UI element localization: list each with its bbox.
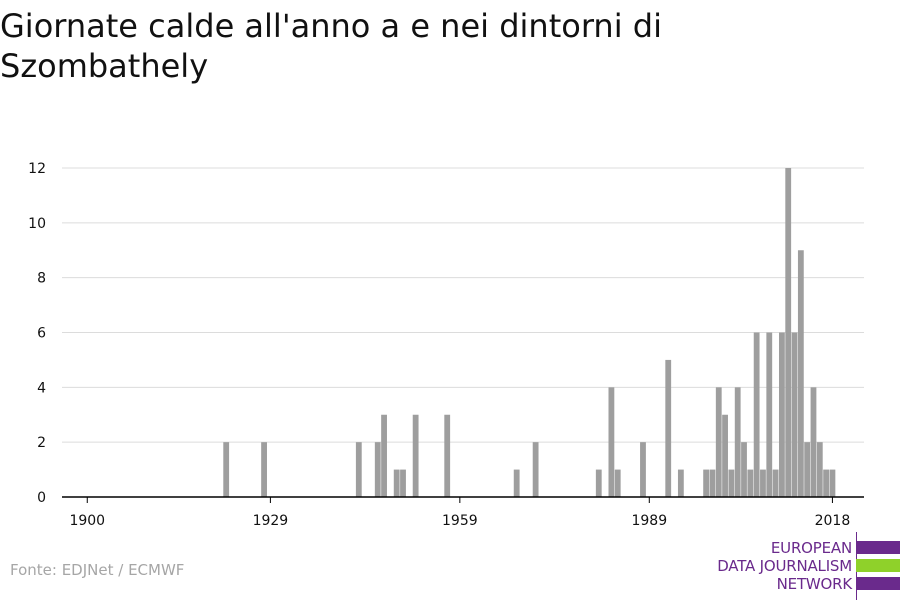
bar-2003 bbox=[734, 387, 741, 497]
bar-1968 bbox=[513, 469, 520, 497]
chart-title: Giornate calde all'anno a e nei dintorni… bbox=[0, 7, 662, 85]
bar-1957 bbox=[444, 414, 451, 497]
bar-2004 bbox=[741, 442, 747, 497]
bar-2015 bbox=[810, 387, 817, 497]
bar-2016 bbox=[816, 442, 823, 497]
bar-2001 bbox=[722, 414, 728, 497]
source-note: Fonte: EDJNet / ECMWF bbox=[10, 561, 185, 579]
bar-1947 bbox=[381, 414, 387, 497]
bar-2017 bbox=[823, 469, 830, 497]
bar-1983 bbox=[608, 387, 615, 497]
edjnet-logo: EUROPEAN DATA JOURNALISM NETWORK bbox=[700, 532, 900, 600]
bar-2000 bbox=[715, 387, 722, 497]
logo-bar-purple-top bbox=[856, 541, 900, 554]
bar-2013 bbox=[797, 250, 804, 497]
bar-1949 bbox=[393, 469, 400, 497]
y-tick-label-6: 6 bbox=[37, 326, 46, 342]
bar-2010 bbox=[779, 332, 785, 497]
y-tick-label-10: 10 bbox=[28, 216, 46, 232]
bar-2012 bbox=[791, 332, 798, 497]
bar-2009 bbox=[772, 469, 779, 497]
y-tick-label-2: 2 bbox=[37, 435, 46, 451]
y-tick-label-0: 0 bbox=[37, 490, 46, 506]
x-tick-label-1959: 1959 bbox=[442, 513, 478, 529]
bar-2002 bbox=[728, 469, 735, 497]
bar-2008 bbox=[766, 332, 773, 497]
axes: 0 2 4 6 8 10 12 1900 1929 1959 1989 2018 bbox=[28, 161, 864, 529]
x-tick-label-1989: 1989 bbox=[631, 513, 667, 529]
bar-1992 bbox=[665, 359, 672, 497]
bar-1981 bbox=[595, 469, 602, 497]
logo-line-3: NETWORK bbox=[776, 575, 853, 593]
y-tick-label-8: 8 bbox=[37, 271, 46, 287]
x-tick-label-2018: 2018 bbox=[815, 513, 851, 529]
bar-2006 bbox=[753, 332, 760, 497]
bar-1943 bbox=[355, 442, 362, 497]
bar-2018 bbox=[829, 469, 836, 497]
bar-1994 bbox=[677, 469, 684, 497]
x-tick-label-1929: 1929 bbox=[253, 513, 289, 529]
bar-1922 bbox=[223, 442, 230, 497]
bar-1984 bbox=[614, 469, 621, 497]
bar-2011 bbox=[785, 168, 792, 497]
bar-1999 bbox=[709, 469, 716, 497]
gridlines bbox=[62, 167, 864, 443]
bar-2014 bbox=[804, 442, 811, 497]
bar-1998 bbox=[703, 469, 710, 497]
logo-line-2: DATA JOURNALISM bbox=[717, 557, 852, 575]
bar-1971 bbox=[532, 442, 539, 497]
y-tick-label-4: 4 bbox=[37, 380, 46, 396]
logo-bar-green bbox=[856, 559, 900, 572]
bar-1950 bbox=[400, 469, 406, 497]
y-tick-label-12: 12 bbox=[28, 161, 46, 177]
bar-2007 bbox=[760, 469, 766, 497]
bar-1952 bbox=[412, 414, 419, 497]
bar-1928 bbox=[261, 442, 267, 497]
logo-line-1: EUROPEAN bbox=[770, 539, 852, 557]
x-tick-label-1900: 1900 bbox=[69, 513, 105, 529]
logo-bar-purple-bottom bbox=[856, 577, 900, 590]
bar-2005 bbox=[747, 469, 754, 497]
bars bbox=[223, 168, 836, 497]
bar-1946 bbox=[374, 442, 381, 497]
bar-1988 bbox=[640, 442, 646, 497]
